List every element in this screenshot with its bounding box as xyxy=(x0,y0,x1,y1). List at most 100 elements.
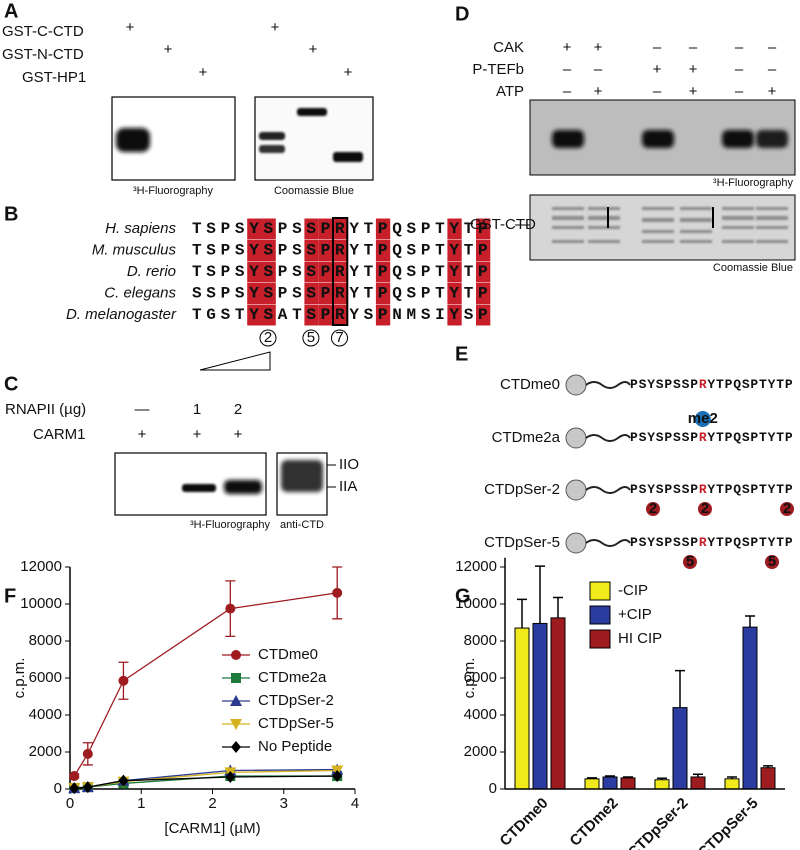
condition-mark: – xyxy=(768,39,777,56)
conserved-residue xyxy=(318,261,333,283)
y-tick-label: 2000 xyxy=(29,743,62,760)
peptide-name: CTDme0 xyxy=(500,376,560,393)
y-tick-label: 10000 xyxy=(455,595,497,612)
conserved-residue xyxy=(304,218,319,240)
species-name: H. sapiens xyxy=(105,220,176,237)
sequence-part: YTPQSPTYTP xyxy=(707,430,793,445)
conserved-residue xyxy=(447,283,462,304)
modification-badge xyxy=(694,411,711,427)
legend-label: HI CIP xyxy=(618,630,662,647)
conserved-residue xyxy=(247,240,262,261)
lane-mark: + xyxy=(164,41,173,58)
badge-label: 5 xyxy=(768,553,776,570)
sequence-part: PSYSPSSP xyxy=(630,430,699,445)
site-number: 2 xyxy=(264,329,272,346)
peptide-name: CTDpSer-2 xyxy=(484,481,560,498)
condition-mark: + xyxy=(768,83,777,100)
conserved-residue xyxy=(447,218,462,240)
lane-mark: + xyxy=(344,64,353,81)
legend-label: -CIP xyxy=(618,582,648,599)
conserved-residue xyxy=(375,240,391,261)
legend-label: CTDpSer-2 xyxy=(258,692,334,709)
blot-band xyxy=(224,480,262,494)
amount: — xyxy=(135,401,150,418)
species-name: D. rerio xyxy=(127,263,176,280)
legend-label: +CIP xyxy=(618,606,652,623)
linker xyxy=(585,434,631,442)
y-axis-label: c.p.m. xyxy=(461,658,478,699)
conserved-residue xyxy=(318,283,333,304)
arginine: R xyxy=(699,535,708,550)
sequence: SSPSYSPSSPRYTPQSPTYTP xyxy=(192,285,492,303)
bar xyxy=(724,778,740,790)
bar xyxy=(690,776,706,790)
x-tick-label: CTDpSer-5 xyxy=(695,795,762,850)
band-label: GST-CTD xyxy=(470,216,536,233)
panel-label: F xyxy=(4,585,16,607)
panel-label: B xyxy=(4,203,18,225)
row-label: GST-N-CTD xyxy=(2,46,84,63)
conserved-residue xyxy=(333,218,348,240)
sequence: TSPSYSPSSPRYTPQSPTYTP xyxy=(192,220,492,238)
condition-mark: – xyxy=(563,83,572,100)
linker xyxy=(585,539,631,547)
x-tick-label: 4 xyxy=(351,795,359,812)
blot-caption: Coomassie Blue xyxy=(274,185,354,197)
conserved-residue xyxy=(261,218,276,240)
gradient-wedge xyxy=(199,351,271,371)
conserved-residue xyxy=(304,304,319,326)
error-bar xyxy=(745,615,755,628)
condition-mark: – xyxy=(768,61,777,78)
arginine: R xyxy=(699,482,708,497)
bar xyxy=(742,626,758,790)
arginine: R xyxy=(699,430,708,445)
conserved-residue xyxy=(318,240,333,261)
peptide-name: CTDpSer-5 xyxy=(484,534,560,551)
marker xyxy=(230,695,242,706)
y-tick-label: 10000 xyxy=(20,595,62,612)
x-tick-label: CTDpSer-2 xyxy=(625,795,692,850)
panel-label: E xyxy=(455,343,468,365)
bar xyxy=(672,707,688,790)
conserved-residue xyxy=(375,283,391,304)
sequence: TGSTYSATSPRYSPNMSIYSP xyxy=(192,306,492,324)
marker xyxy=(225,770,236,783)
condition-mark: – xyxy=(653,39,662,56)
bar xyxy=(532,622,548,790)
y-tick-label: 6000 xyxy=(29,669,62,686)
modification-badge xyxy=(780,502,794,516)
condition-mark: – xyxy=(563,61,572,78)
blot-lanes xyxy=(552,207,788,243)
bar xyxy=(584,778,600,790)
legend-swatch xyxy=(589,629,611,649)
blot-band xyxy=(756,130,788,148)
peptide-name: CTDme2a xyxy=(492,429,561,446)
conserved-residue xyxy=(333,283,348,304)
modification-badge xyxy=(683,555,697,569)
bar xyxy=(760,767,776,790)
lane-mark: + xyxy=(271,19,280,36)
species-name: D. melanogaster xyxy=(66,306,177,323)
conserved-residue xyxy=(247,283,262,304)
marker xyxy=(230,719,242,730)
marker xyxy=(332,770,343,783)
x-tick-label: 0 xyxy=(66,795,74,812)
badge-label: 5 xyxy=(686,553,694,570)
peptide-sequence: PSYSPSSPRYTPQSPTYTP xyxy=(630,482,793,497)
blot-band xyxy=(116,128,150,152)
y-tick-label: 8000 xyxy=(29,632,62,649)
resin-bead xyxy=(565,427,587,449)
conserved-residue xyxy=(476,240,491,261)
row-label: RNAPII (µg) xyxy=(5,401,86,418)
conserved-residue xyxy=(261,261,276,283)
conserved-residue xyxy=(304,240,319,261)
panel-label: C xyxy=(4,373,18,395)
panel-label: D xyxy=(455,3,469,25)
y-tick-label: 0 xyxy=(489,780,497,797)
condition-mark: + xyxy=(563,39,572,56)
marker xyxy=(231,741,241,753)
sequence-part: YTPQSPTYTP xyxy=(707,377,793,392)
conserved-residue xyxy=(375,304,391,326)
resin-bead xyxy=(565,532,587,554)
conserved-residue xyxy=(375,261,391,283)
